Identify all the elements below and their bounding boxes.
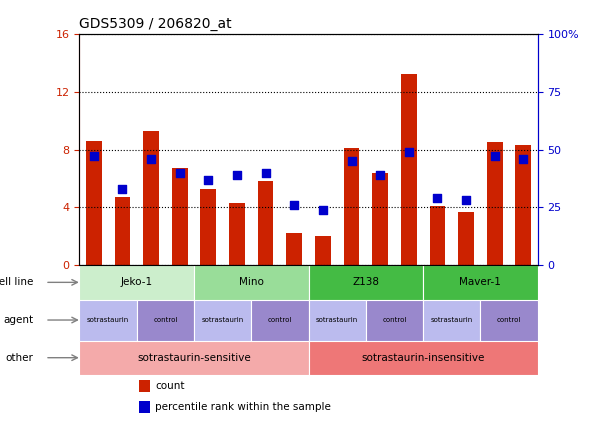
FancyBboxPatch shape (309, 299, 366, 341)
Bar (315, 236, 331, 265)
Point (89, 153, 98, 160)
FancyBboxPatch shape (423, 299, 480, 341)
Point (519, 155, 529, 162)
Text: cell line: cell line (0, 277, 34, 287)
Bar (401, 74, 417, 265)
Bar (139, 380, 150, 392)
Bar (372, 173, 388, 265)
Point (290, 202, 299, 209)
Text: Mino: Mino (239, 277, 264, 287)
Point (490, 153, 500, 160)
FancyBboxPatch shape (309, 341, 538, 375)
Point (203, 176, 213, 183)
Point (261, 169, 271, 176)
Bar (143, 131, 159, 265)
Text: sotrastaurin: sotrastaurin (87, 317, 129, 323)
Bar (258, 181, 274, 265)
Text: GDS5309 / 206820_at: GDS5309 / 206820_at (79, 17, 232, 31)
Point (375, 172, 385, 179)
Text: control: control (153, 317, 178, 323)
Text: sotrastaurin: sotrastaurin (202, 317, 244, 323)
Text: sotrastaurin-insensitive: sotrastaurin-insensitive (362, 353, 485, 363)
Text: sotrastaurin-sensitive: sotrastaurin-sensitive (137, 353, 251, 363)
FancyBboxPatch shape (251, 299, 309, 341)
Text: Jeko-1: Jeko-1 (120, 277, 153, 287)
Bar (114, 197, 130, 265)
Bar (229, 203, 245, 265)
FancyBboxPatch shape (137, 299, 194, 341)
Bar (343, 148, 359, 265)
Text: count: count (155, 381, 185, 391)
Point (433, 195, 442, 201)
Text: control: control (268, 317, 292, 323)
Text: other: other (5, 353, 34, 363)
Text: control: control (382, 317, 407, 323)
Text: agent: agent (4, 315, 34, 325)
FancyBboxPatch shape (423, 265, 538, 299)
FancyBboxPatch shape (79, 341, 309, 375)
FancyBboxPatch shape (79, 299, 137, 341)
Bar (287, 233, 302, 265)
Point (404, 148, 414, 155)
Bar (200, 189, 216, 265)
Bar (516, 145, 531, 265)
Point (146, 155, 156, 162)
Text: Z138: Z138 (353, 277, 379, 287)
Text: sotrastaurin: sotrastaurin (316, 317, 358, 323)
Bar (487, 142, 503, 265)
FancyBboxPatch shape (309, 265, 423, 299)
FancyBboxPatch shape (194, 299, 251, 341)
Text: percentile rank within the sample: percentile rank within the sample (155, 402, 331, 412)
FancyBboxPatch shape (79, 265, 194, 299)
Bar (172, 168, 188, 265)
Bar (458, 212, 474, 265)
FancyBboxPatch shape (194, 265, 309, 299)
Point (346, 158, 356, 165)
Bar (86, 141, 101, 265)
Text: sotrastaurin: sotrastaurin (431, 317, 473, 323)
FancyBboxPatch shape (366, 299, 423, 341)
Point (318, 206, 327, 213)
Text: control: control (497, 317, 521, 323)
Point (232, 172, 242, 179)
Bar (430, 206, 445, 265)
FancyBboxPatch shape (480, 299, 538, 341)
Point (117, 185, 127, 192)
Bar (139, 401, 150, 413)
Text: Maver-1: Maver-1 (459, 277, 502, 287)
Point (175, 169, 185, 176)
Point (461, 197, 471, 204)
